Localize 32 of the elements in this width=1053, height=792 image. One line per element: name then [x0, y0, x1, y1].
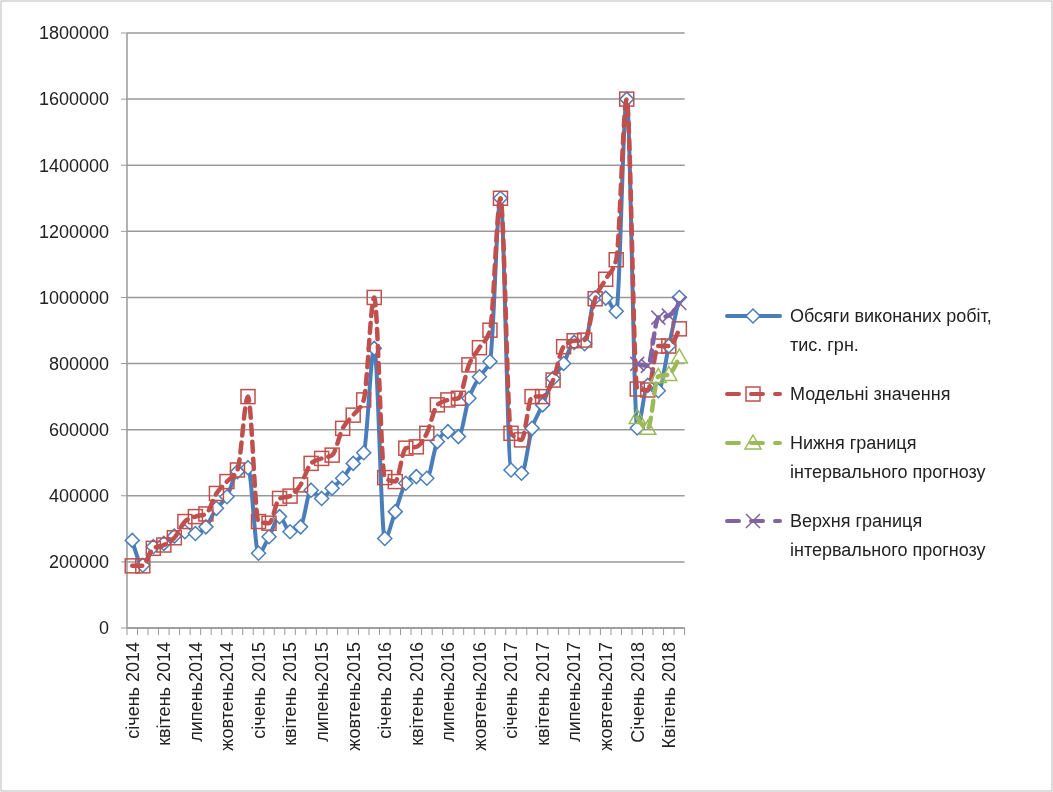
- x-tick-label: січень 2015: [248, 642, 269, 739]
- y-tick-label: 800000: [48, 353, 109, 374]
- x-tick-label: жовтень2014: [217, 642, 238, 751]
- y-tick-label: 400000: [48, 486, 109, 507]
- x-tick-label: квітень 2016: [406, 642, 427, 746]
- x-tick-label: Квітень 2018: [659, 642, 680, 749]
- x-tick-label: липень2017: [564, 642, 585, 742]
- y-tick-label: 200000: [48, 552, 109, 573]
- y-tick-label: 1400000: [38, 155, 109, 176]
- x-tick-label: квітень 2017: [532, 642, 553, 746]
- x-tick-label: квітень 2014: [154, 642, 175, 746]
- x-tick-label: січень 2016: [375, 642, 396, 739]
- y-tick-label: 1800000: [38, 23, 109, 44]
- x-tick-label: січень 2017: [501, 642, 522, 739]
- legend-label: Верхня границя інтервального прогнозу: [790, 511, 986, 560]
- x-tick-label: жовтень2015: [343, 642, 364, 751]
- x-tick-label: жовтень2016: [469, 642, 490, 751]
- x-tick-label: липень2016: [438, 642, 459, 742]
- y-tick-label: 600000: [48, 419, 109, 440]
- legend-label: Обсяги виконаних робіт, тис. грн.: [790, 306, 992, 355]
- x-tick-label: січень 2014: [122, 642, 143, 739]
- y-tick-label: 1000000: [38, 287, 109, 308]
- x-tick-label: жовтень2017: [595, 642, 616, 751]
- x-tick-label: квітень 2015: [280, 642, 301, 746]
- legend-label: Модельні значення: [790, 384, 951, 404]
- legend-label: Нижня границя інтервального прогнозу: [790, 433, 986, 482]
- x-tick-label: Січень 2018: [627, 642, 648, 743]
- y-tick-label: 1600000: [38, 89, 109, 110]
- y-tick-label: 0: [98, 618, 109, 639]
- x-tick-label: липень2015: [311, 642, 332, 742]
- y-tick-label: 1200000: [38, 221, 109, 242]
- x-tick-label: липень2014: [185, 642, 206, 742]
